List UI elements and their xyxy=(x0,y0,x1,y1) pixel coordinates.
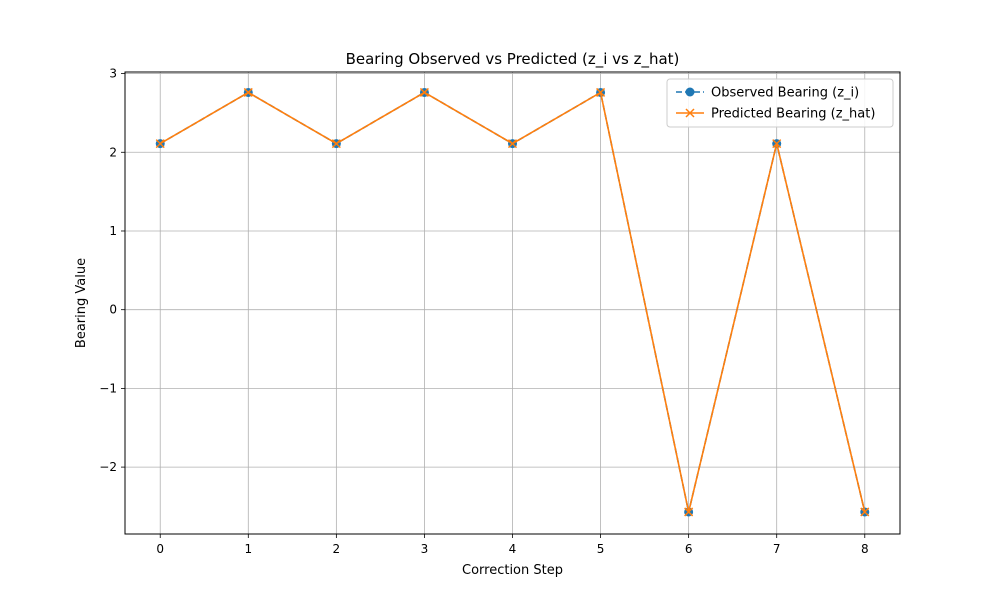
predicted-point xyxy=(596,87,606,97)
observed-point xyxy=(685,87,695,97)
predicted-point xyxy=(331,139,341,149)
y-tick-label: 0 xyxy=(109,303,117,317)
legend-box xyxy=(666,78,894,128)
legend-label: Observed Bearing (z_i) xyxy=(711,86,859,101)
x-tick-label: 5 xyxy=(597,542,605,556)
predicted-point xyxy=(419,87,429,97)
predicted-point xyxy=(685,108,695,118)
predicted-point xyxy=(243,87,253,97)
x-tick-label: 6 xyxy=(685,542,693,556)
series-predicted xyxy=(155,87,870,517)
y-tick-label: −2 xyxy=(99,460,117,474)
x-tick-label: 2 xyxy=(333,542,341,556)
x-axis-label: Correction Step xyxy=(462,563,563,578)
axis-ticks: 0 1 2 3 4 5 6 7 8 −2 −1 0 1 2 3 xyxy=(99,67,868,556)
predicted-point xyxy=(507,139,518,149)
x-tick-label: 3 xyxy=(421,542,429,556)
chart-title: Bearing Observed vs Predicted (z_i vs z_… xyxy=(346,50,680,69)
grid xyxy=(125,72,900,534)
legend-item: Observed Bearing (z_i) xyxy=(676,86,859,101)
series-layer xyxy=(155,87,870,517)
legend-item: Predicted Bearing (z_hat) xyxy=(676,107,875,122)
y-tick-label: 3 xyxy=(109,67,117,81)
predicted-point xyxy=(772,139,782,149)
y-tick-label: 1 xyxy=(109,224,117,238)
predicted-point xyxy=(860,507,870,517)
x-tick-label: 0 xyxy=(156,542,164,556)
x-tick-label: 8 xyxy=(861,542,869,556)
x-tick-label: 1 xyxy=(244,542,252,556)
x-tick-label: 4 xyxy=(509,542,517,556)
predicted-point xyxy=(684,507,694,517)
y-tick-label: −1 xyxy=(99,381,117,395)
x-tick-label: 7 xyxy=(773,542,781,556)
legend-label: Predicted Bearing (z_hat) xyxy=(711,107,875,122)
y-axis-label: Bearing Value xyxy=(74,258,89,348)
predicted-point xyxy=(155,139,165,149)
y-tick-label: 2 xyxy=(109,145,117,159)
legend: Observed Bearing (z_i) Predicted Bearing … xyxy=(666,78,894,128)
